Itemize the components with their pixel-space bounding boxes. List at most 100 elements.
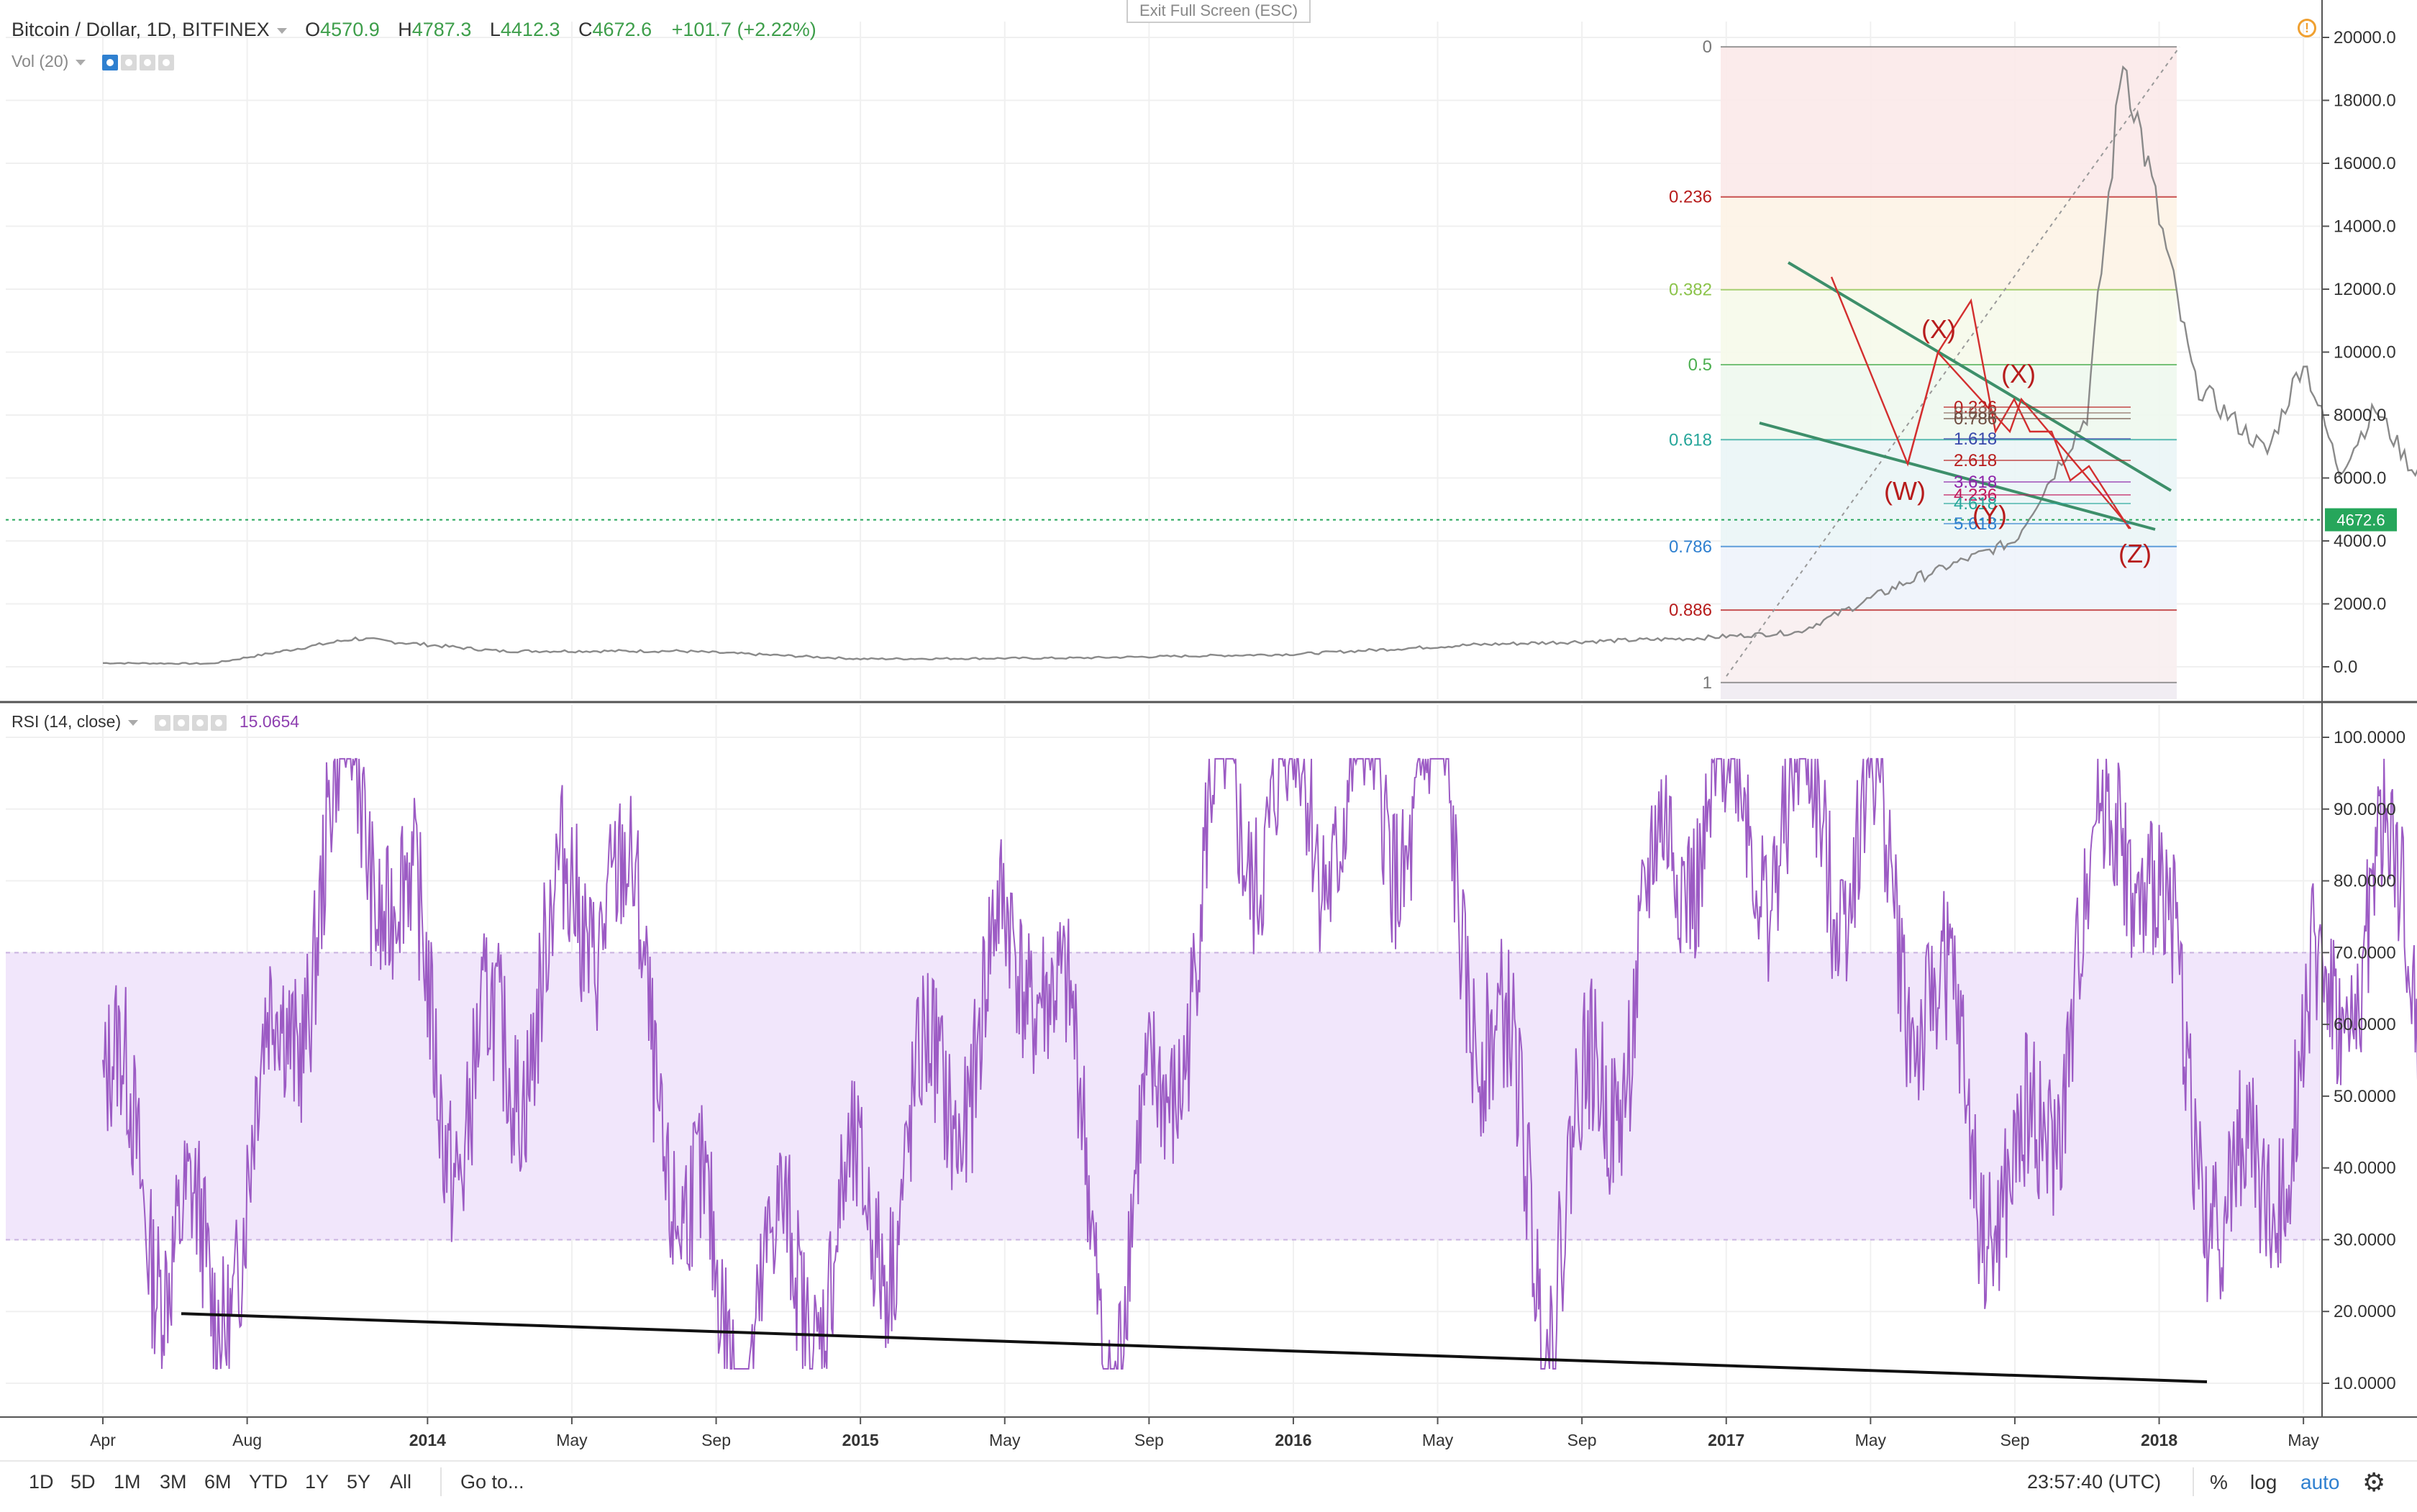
fib-band	[1721, 440, 2177, 547]
bottom-toolbar	[0, 1460, 2417, 1512]
gear-icon[interactable]	[120, 54, 137, 70]
price-axis-label: 16000.0	[2334, 154, 2396, 173]
rsi-axis-label: 40.0000	[2334, 1159, 2396, 1178]
rsi-study-label: RSI (14, close)	[12, 712, 122, 731]
rsi-axis-label: 60.0000	[2334, 1015, 2396, 1034]
low-label: L	[489, 19, 501, 40]
fib-level-label: 0	[1703, 37, 1712, 57]
time-axis-label: Apr	[90, 1431, 116, 1449]
fib-extension-label: 4.236	[1954, 486, 1997, 505]
fib-level-label: 0.5	[1688, 355, 1712, 375]
fib-level-label: 0.618	[1669, 430, 1712, 450]
price-axis-label: 6000.0	[2334, 469, 2386, 488]
rsi-series-line	[102, 757, 2417, 1370]
fib-level-label: 0.382	[1669, 281, 1712, 300]
range-5y-button[interactable]: 5Y	[347, 1471, 371, 1493]
time-axis-label: 2014	[409, 1431, 446, 1449]
range-1m-button[interactable]: 1M	[114, 1471, 141, 1493]
fib-band	[1721, 47, 2177, 197]
log-scale-button[interactable]: log	[2250, 1471, 2277, 1493]
fib-extension-label: 0.786	[1954, 409, 1997, 429]
time-axis-label: Sep	[1134, 1431, 1164, 1449]
toolbar-divider	[2193, 1467, 2194, 1496]
toolbar-divider	[440, 1467, 442, 1496]
wave-label: (Z)	[2118, 539, 2152, 568]
rsi-axis-label: 10.0000	[2334, 1374, 2396, 1393]
price-axis-label: 8000.0	[2334, 406, 2386, 425]
current-price-label: 4672.6	[2336, 511, 2385, 529]
elliott-wave-segment	[1906, 352, 1939, 465]
rsi-axis-label: 50.0000	[2334, 1087, 2396, 1106]
price-axis-label: 2000.0	[2334, 595, 2386, 614]
range-ytd-button[interactable]: YTD	[249, 1471, 288, 1493]
percent-scale-button[interactable]: %	[2210, 1471, 2228, 1493]
time-axis-label: May	[1855, 1431, 1887, 1449]
time-axis-label: 2017	[1708, 1431, 1744, 1449]
plus-icon[interactable]	[191, 714, 208, 731]
exit-fullscreen-button[interactable]: Exit Full Screen (ESC)	[1126, 0, 1311, 23]
fib-extension-label: 1.618	[1954, 429, 1997, 449]
fib-level-label: 1	[1703, 673, 1712, 693]
time-axis-label: May	[2288, 1431, 2319, 1449]
wave-label: (W)	[1884, 476, 1926, 506]
eye-icon[interactable]	[154, 714, 170, 731]
gear-icon[interactable]: ⚙	[2362, 1467, 2386, 1497]
fib-level-label: 0.786	[1669, 537, 1712, 557]
time-axis-label: Sep	[701, 1431, 731, 1449]
time-axis-label: May	[1422, 1431, 1454, 1449]
rsi-axis-label: 80.0000	[2334, 872, 2396, 891]
range-6m-button[interactable]: 6M	[204, 1471, 232, 1493]
price-axis-label: 14000.0	[2334, 217, 2396, 237]
fib-band	[1721, 196, 2177, 290]
chevron-down-icon[interactable]	[128, 719, 139, 726]
rsi-axis-label: 70.0000	[2334, 943, 2396, 962]
range-1d-button[interactable]: 1D	[29, 1471, 54, 1493]
price-axis-label: 18000.0	[2334, 91, 2396, 111]
high-value: 4787.3	[411, 19, 472, 40]
auto-scale-button[interactable]: auto	[2300, 1471, 2340, 1493]
rsi-support-trendline	[181, 1312, 2208, 1384]
time-axis-label: Aug	[232, 1431, 262, 1449]
change-value: +101.7 (+2.22%)	[671, 19, 816, 40]
plus-icon[interactable]	[139, 54, 155, 70]
eye-icon[interactable]	[101, 54, 118, 70]
range-5d-button[interactable]: 5D	[70, 1471, 96, 1493]
fib-extension-label: 0.236	[1954, 398, 1997, 417]
price-axis-label: 20000.0	[2334, 28, 2396, 47]
price-series-line	[102, 65, 2417, 665]
fib-extension-label: 2.618	[1954, 451, 1997, 470]
rsi-study-legend[interactable]: RSI (14, close) 15.0654	[12, 712, 299, 732]
fib-band	[1721, 365, 2177, 440]
range-all-button[interactable]: All	[390, 1471, 412, 1493]
low-value: 4412.3	[500, 19, 560, 40]
time-axis-label: May	[556, 1431, 588, 1449]
open-value: 4570.9	[320, 19, 380, 40]
time-axis-label: 2015	[842, 1431, 879, 1449]
fib-band	[1721, 610, 2177, 683]
chevron-down-icon[interactable]	[76, 59, 86, 65]
alert-icon[interactable]: !	[2298, 19, 2316, 37]
gear-icon[interactable]	[173, 714, 189, 731]
fib-band	[1721, 682, 2177, 699]
volume-study-legend[interactable]: Vol (20)	[12, 52, 174, 71]
price-axis-label: 4000.0	[2334, 532, 2386, 551]
close-icon[interactable]	[210, 714, 227, 731]
clock: 23:57:40 (UTC)	[2027, 1471, 2162, 1493]
current-price-badge	[2325, 508, 2397, 532]
range-3m-button[interactable]: 3M	[160, 1471, 187, 1493]
symbol-title[interactable]: Bitcoin / Dollar, 1D, BITFINEX	[12, 19, 270, 40]
time-axis-label: May	[989, 1431, 1021, 1449]
wave-label: (Y)	[1972, 500, 2007, 529]
chevron-down-icon[interactable]	[276, 27, 287, 34]
time-axis-label: 2016	[1275, 1431, 1311, 1449]
time-axis-label: Sep	[2000, 1431, 2029, 1449]
close-icon[interactable]	[158, 54, 174, 70]
close-value: 4672.6	[592, 19, 652, 40]
chart-canvas[interactable]: 00.2360.3820.50.6180.7860.88610.2360.886…	[0, 0, 2417, 1460]
wave-label: (X)	[1921, 314, 1956, 344]
fib-extension-label: 3.618	[1954, 473, 1997, 492]
range-1y-button[interactable]: 1Y	[305, 1471, 329, 1493]
goto-button[interactable]: Go to...	[460, 1471, 524, 1493]
close-label: C	[578, 19, 593, 40]
